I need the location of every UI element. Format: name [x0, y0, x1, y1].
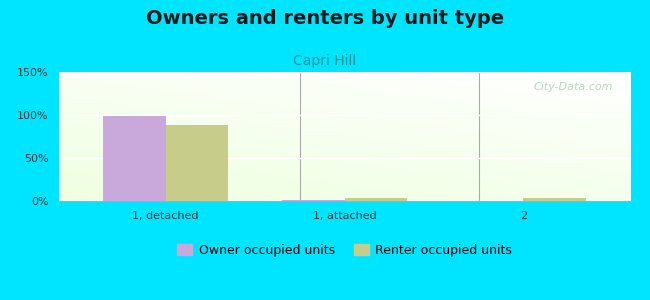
Text: Owners and renters by unit type: Owners and renters by unit type [146, 9, 504, 28]
Text: Capri Hill: Capri Hill [293, 54, 357, 68]
Legend: Owner occupied units, Renter occupied units: Owner occupied units, Renter occupied un… [172, 239, 517, 262]
Bar [523, 198, 586, 201]
Bar [344, 198, 407, 201]
Bar [166, 125, 228, 201]
Bar [282, 200, 345, 201]
Text: City-Data.com: City-Data.com [534, 82, 614, 92]
Bar [103, 116, 166, 201]
